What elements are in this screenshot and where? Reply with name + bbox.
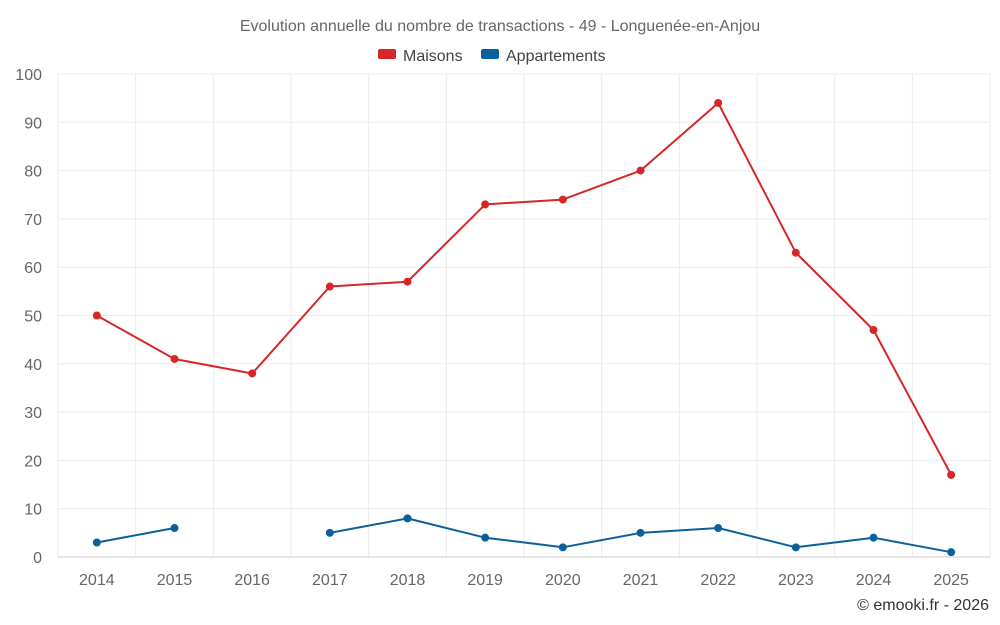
x-tick-label: 2023 [778, 572, 814, 589]
point-maisons-2023[interactable] [791, 248, 800, 257]
point-appartements-2022[interactable] [714, 524, 723, 533]
point-maisons-2022[interactable] [714, 98, 723, 107]
point-appartements-2023[interactable] [791, 543, 800, 552]
grid [57, 73, 991, 557]
chart-title: Evolution annuelle du nombre de transact… [240, 18, 760, 35]
point-appartements-2018[interactable] [403, 514, 412, 523]
series-maisons [92, 98, 956, 479]
legend-label-maisons: Maisons [403, 48, 463, 65]
y-tick-label: 10 [24, 502, 42, 519]
x-tick-label: 2022 [700, 572, 736, 589]
point-appartements-2019[interactable] [481, 533, 490, 542]
y-tick-label: 40 [24, 357, 42, 374]
x-tick-label: 2018 [390, 572, 426, 589]
point-maisons-2019[interactable] [481, 200, 490, 209]
series-line-appartements [96, 527, 175, 544]
point-maisons-2024[interactable] [869, 325, 878, 334]
series-line-maisons [96, 102, 953, 476]
legend[interactable]: Maisons Appartements [378, 48, 606, 65]
x-tick-label: 2019 [467, 572, 503, 589]
y-tick-label: 100 [15, 67, 42, 84]
point-appartements-2014[interactable] [92, 538, 101, 547]
y-tick-label: 90 [24, 115, 42, 132]
point-appartements-2017[interactable] [325, 528, 334, 537]
point-appartements-2020[interactable] [558, 543, 567, 552]
y-tick-label: 0 [33, 550, 42, 567]
credit: © emooki.fr - 2026 [857, 597, 989, 614]
point-maisons-2014[interactable] [92, 311, 101, 320]
point-appartements-2015[interactable] [170, 524, 179, 533]
series-layer [92, 98, 956, 557]
x-tick-label: 2021 [623, 572, 659, 589]
x-tick-label: 2016 [234, 572, 270, 589]
point-appartements-2024[interactable] [869, 533, 878, 542]
point-maisons-2021[interactable] [636, 166, 645, 175]
legend-label-appartements: Appartements [506, 48, 606, 65]
x-tick-label: 2025 [933, 572, 969, 589]
legend-item-maisons[interactable]: Maisons [378, 48, 463, 65]
x-tick-label: 2020 [545, 572, 581, 589]
point-maisons-2018[interactable] [403, 277, 412, 286]
point-appartements-2025[interactable] [947, 548, 956, 557]
point-maisons-2025[interactable] [947, 470, 956, 479]
y-tick-label: 20 [24, 453, 42, 470]
legend-swatch-maisons [378, 49, 396, 59]
legend-item-appartements[interactable]: Appartements [481, 48, 606, 65]
y-tick-label: 70 [24, 212, 42, 229]
point-maisons-2015[interactable] [170, 354, 179, 363]
point-maisons-2017[interactable] [325, 282, 334, 291]
x-tick-label: 2017 [312, 572, 348, 589]
x-tick-label: 2014 [79, 572, 115, 589]
y-tick-label: 60 [24, 260, 42, 277]
point-maisons-2016[interactable] [248, 369, 257, 378]
x-axis: 2014 2015 2016 2017 2018 2019 2020 2021 2022 2023… [58, 556, 990, 589]
x-tick-label: 2024 [856, 572, 892, 589]
y-tick-label: 50 [24, 309, 42, 326]
y-tick-label: 80 [24, 164, 42, 181]
y-axis: 0 10 20 30 40 50 60 70 80 90 100 [15, 67, 42, 567]
point-appartements-2021[interactable] [636, 528, 645, 537]
legend-swatch-appartements [481, 49, 499, 59]
series-appartements [92, 514, 956, 557]
y-tick-label: 30 [24, 405, 42, 422]
x-tick-label: 2015 [157, 572, 193, 589]
point-maisons-2020[interactable] [558, 195, 567, 204]
